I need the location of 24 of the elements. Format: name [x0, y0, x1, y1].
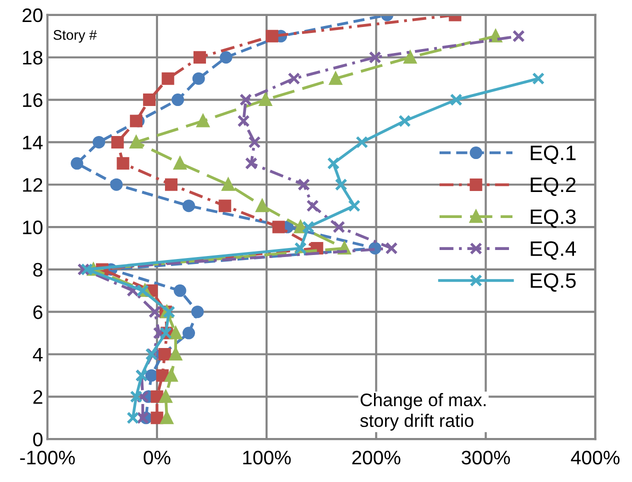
y-tick-label: 10: [23, 220, 42, 234]
x-tick-label: 200%: [352, 450, 400, 464]
y-axis-title: Story #: [54, 30, 97, 43]
y-tick-label: 0: [33, 432, 42, 446]
y-tick-label: 14: [23, 136, 43, 150]
legend-label: EQ.2: [530, 177, 576, 196]
legend-label: EQ.1: [530, 146, 576, 164]
y-tick-label: 8: [33, 262, 42, 277]
legend-label: EQ.3: [530, 209, 576, 228]
y-tick-label: 18: [23, 50, 42, 65]
y-tick-label: 2: [33, 390, 42, 404]
y-tick-label: 20: [22, 8, 42, 22]
annotation: Change of max. story drift ratio: [360, 393, 486, 431]
y-tick-label: 4: [32, 348, 43, 362]
x-tick-label: 400%: [570, 450, 620, 464]
x-tick-label: 100%: [243, 450, 291, 464]
x-tick-label: 300%: [462, 450, 510, 464]
x-tick-label: -100%: [20, 450, 75, 464]
legend-label: EQ.4: [530, 241, 576, 260]
y-tick-label: 6: [33, 305, 42, 320]
y-tick-label: 16: [23, 93, 42, 108]
legend-label: EQ.5: [530, 273, 576, 292]
x-tick-label: 0%: [144, 450, 170, 464]
y-tick-label: 12: [23, 178, 42, 192]
